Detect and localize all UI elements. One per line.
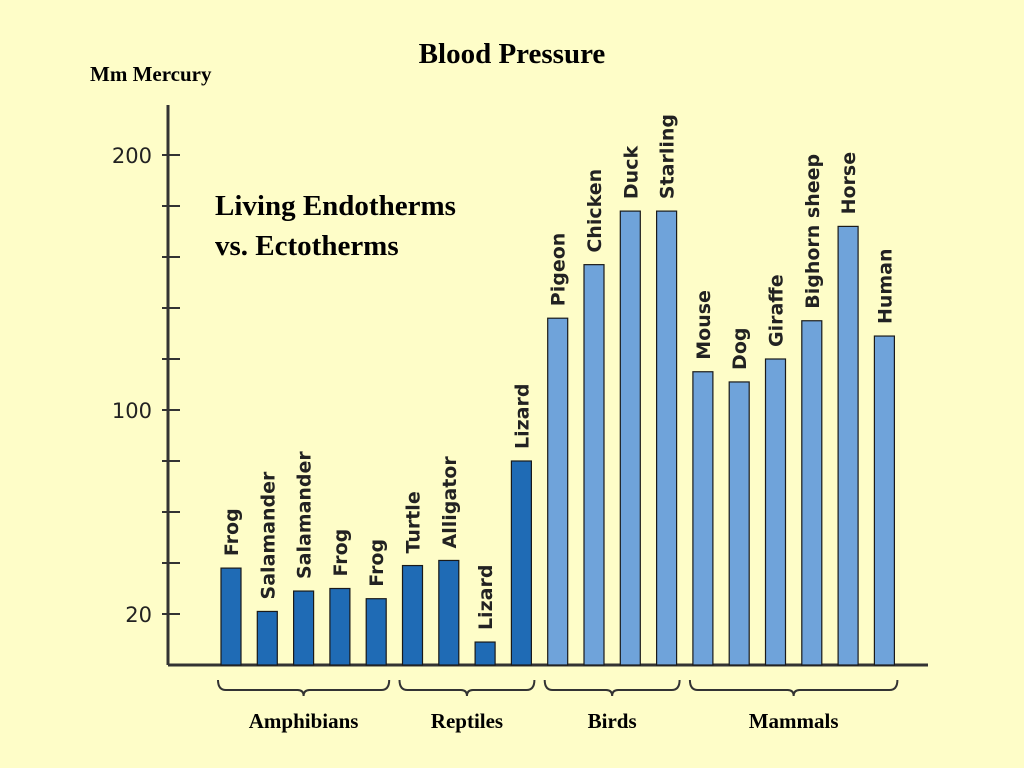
bar [764, 358, 787, 666]
bar-label: Alligator [439, 456, 461, 549]
group-label: Amphibians [249, 709, 359, 733]
y-tick-label: 200 [112, 144, 152, 168]
group-brace [398, 679, 536, 697]
bar [837, 225, 859, 666]
bar-label: Frog [330, 529, 352, 577]
bar-label: Horse [838, 152, 860, 215]
bar-label: Giraffe [766, 274, 788, 347]
group-label: Birds [588, 709, 637, 733]
bar-label: Turtle [403, 491, 425, 553]
bar [655, 210, 678, 666]
bar-label: Lizard [511, 384, 533, 449]
bar-label: Dog [729, 328, 751, 370]
group-label: Reptiles [431, 709, 503, 733]
bar-label: Lizard [475, 565, 497, 630]
bar [256, 610, 278, 666]
y-tick-label: 20 [125, 603, 152, 627]
bar-label: Frog [221, 508, 243, 556]
bar [692, 371, 714, 666]
bar [365, 598, 387, 666]
bar-label: Salamander [294, 451, 316, 579]
group-brace [217, 679, 391, 697]
annotation-line-1: Living Endotherms [215, 190, 456, 222]
bar-label: Human [874, 248, 896, 324]
chart-title: Blood Pressure [418, 38, 606, 70]
group-label: Mammals [749, 709, 839, 733]
bar [474, 641, 496, 666]
bar-label: Frog [366, 539, 388, 587]
annotation-line-2: vs. Ectotherms [215, 230, 399, 262]
bar-label: Pigeon [548, 233, 570, 307]
bar [728, 381, 750, 666]
group-brace [543, 679, 681, 697]
bar [619, 210, 641, 666]
bar [438, 559, 460, 666]
bar-label: Chicken [584, 169, 606, 253]
bar [293, 590, 315, 666]
bar [547, 317, 569, 666]
bar-label: Starling [657, 114, 679, 199]
bar [801, 320, 823, 666]
bar-label: Mouse [693, 290, 715, 360]
bar [583, 264, 605, 666]
bar [329, 587, 351, 666]
bar [220, 567, 242, 666]
bar-label: Bighorn sheep [802, 154, 824, 309]
bar-label: Duck [620, 146, 642, 200]
bar [873, 335, 896, 666]
bar [401, 564, 424, 666]
bar-label: Salamander [257, 471, 279, 599]
y-tick-label: 100 [112, 399, 152, 423]
group-brace [688, 679, 899, 697]
bar [510, 460, 532, 666]
y-axis-unit-label: Mm Mercury [90, 62, 212, 86]
annotation: Living Endotherms vs. Ectotherms [215, 186, 456, 266]
